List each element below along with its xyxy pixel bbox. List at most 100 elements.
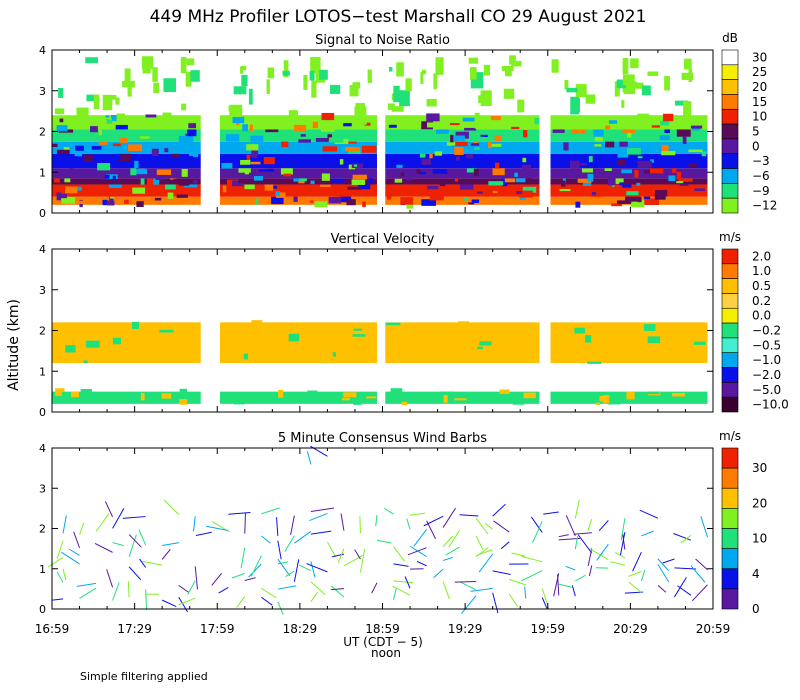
y-tick-label: 3 — [39, 85, 46, 98]
heatmap-cell — [193, 152, 199, 158]
heatmap-cell — [354, 106, 367, 121]
wind-barb — [376, 539, 392, 544]
wind-barb — [565, 515, 576, 537]
colorbar-swatch — [721, 508, 739, 529]
data-marks — [47, 445, 708, 615]
heatmap-cell — [426, 99, 437, 107]
wind-barb — [52, 598, 64, 601]
heatmap-cell — [402, 127, 408, 135]
wind-barb — [541, 597, 548, 609]
heatmap-cell — [115, 124, 128, 130]
colorbar-label: 20 — [752, 496, 767, 510]
heatmap-cell — [240, 66, 244, 74]
wind-barb — [142, 560, 163, 566]
colorbar-label: 0.5 — [752, 279, 771, 293]
heatmap-cell — [604, 165, 612, 171]
heatmap-cell — [494, 135, 502, 142]
heatmap-cell — [351, 163, 364, 169]
heatmap-cell — [98, 129, 102, 136]
heatmap-cell — [637, 156, 643, 159]
wind-barb — [277, 540, 282, 560]
heatmap-cell — [625, 194, 640, 202]
heatmap-cell — [65, 345, 76, 353]
heatmap-cell — [263, 157, 275, 165]
colorbar-swatch — [721, 322, 739, 339]
heatmap-cell — [649, 167, 664, 174]
heatmap-cell — [678, 178, 693, 182]
wind-barb — [673, 533, 692, 541]
heatmap-layer — [220, 322, 377, 364]
heatmap-cell — [357, 183, 371, 190]
wind-barb — [508, 578, 526, 586]
heatmap-cell — [238, 178, 244, 184]
colorbar-swatch — [721, 248, 739, 265]
wind-barb — [640, 569, 646, 582]
heatmap-cell — [246, 144, 259, 151]
heatmap-cell — [86, 94, 99, 102]
wind-barb — [293, 559, 300, 582]
wind-barb — [244, 512, 246, 534]
heatmap-cell — [563, 142, 569, 151]
wind-barb — [206, 525, 229, 531]
heatmap-cell — [145, 114, 157, 118]
y-tick-label: 1 — [39, 365, 46, 378]
heatmap-cell — [124, 68, 131, 82]
footer-note: Simple filtering applied — [80, 670, 208, 683]
wind-barb — [407, 547, 427, 556]
heatmap-layer — [385, 153, 540, 169]
heatmap-cell — [654, 193, 666, 200]
colorbar-label: 20 — [752, 80, 767, 94]
wind-barb — [587, 518, 593, 531]
heatmap-cell — [464, 197, 469, 201]
heatmap-cell — [84, 326, 97, 329]
wind-barb — [277, 601, 284, 615]
heatmap-cell — [668, 175, 676, 182]
colorbar-swatch — [721, 138, 739, 155]
heatmap-cell — [464, 127, 477, 131]
heatmap-cell — [388, 124, 397, 128]
heatmap-cell — [153, 82, 160, 94]
heatmap-cell — [688, 149, 703, 153]
heatmap-cell — [140, 177, 145, 185]
heatmap-cell — [651, 125, 660, 128]
heatmap-cell — [594, 144, 602, 147]
heatmap-cell — [65, 186, 78, 194]
heatmap-cell — [478, 95, 491, 104]
wind-barb — [442, 507, 457, 528]
heatmap-cell — [416, 169, 421, 174]
wind-barb — [299, 564, 312, 571]
heatmap-cell — [622, 58, 629, 75]
wind-barb — [62, 568, 67, 581]
colorbar-swatch — [721, 197, 739, 214]
heatmap-cell — [322, 146, 338, 152]
heatmap-cell — [185, 71, 192, 87]
y-tick-label: 4 — [39, 243, 46, 256]
colorbar-swatch — [721, 467, 739, 489]
heatmap-cell — [353, 399, 362, 405]
heatmap-cell — [104, 174, 110, 179]
heatmap-cell — [664, 126, 670, 134]
heatmap-cell — [250, 161, 261, 165]
heatmap-cell — [688, 164, 698, 167]
heatmap-cell — [162, 112, 172, 122]
heatmap-cell — [552, 128, 565, 133]
heatmap-cell — [473, 139, 479, 146]
wind-barb — [56, 540, 64, 560]
colorbar-label: 10 — [752, 110, 767, 124]
heatmap-cell — [307, 390, 318, 397]
heatmap-cell — [622, 183, 632, 188]
heatmap-cell — [71, 391, 79, 398]
heatmap-cell — [630, 58, 639, 69]
heatmap-cell — [505, 65, 512, 77]
heatmap-cell — [593, 129, 604, 137]
wind-barb — [310, 591, 319, 602]
heatmap-cell — [560, 180, 566, 187]
wind-barb — [543, 511, 559, 515]
wind-barb — [194, 566, 198, 590]
heatmap-cell — [154, 197, 162, 201]
heatmap-cell — [619, 139, 628, 147]
heatmap-cell — [603, 119, 607, 125]
heatmap-cell — [271, 196, 284, 205]
heatmap-cell — [471, 199, 480, 203]
wind-barb — [574, 536, 579, 550]
